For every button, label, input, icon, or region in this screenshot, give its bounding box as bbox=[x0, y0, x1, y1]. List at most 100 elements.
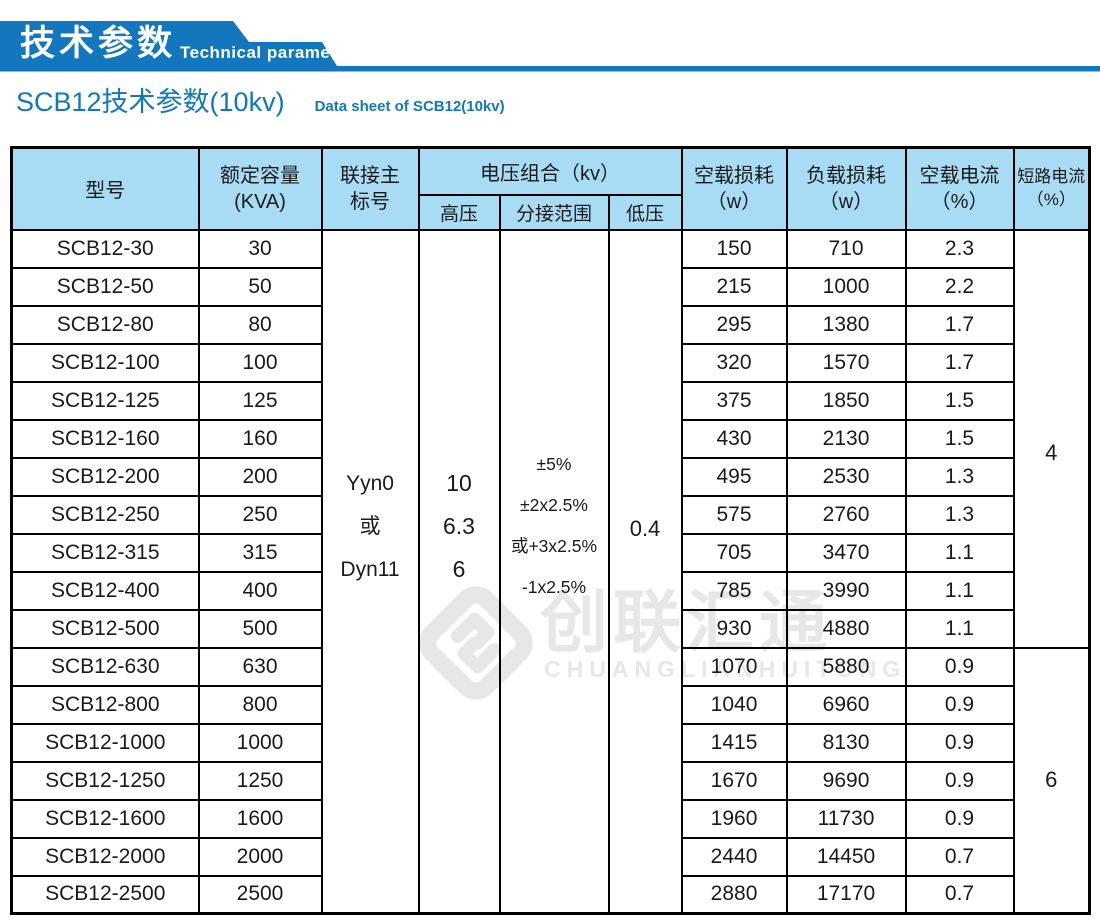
col-header-no-load-current-line1: 空载电流 bbox=[919, 164, 1000, 187]
load-loss-cell: 17170 bbox=[785, 874, 907, 915]
table-row: SCB12-80 80 295 1380 1.7 bbox=[10, 304, 1090, 345]
spec-table: 型号 额定容量 (KVA) 联接主 标号 电压组合（kv） 空载损耗 （w） 负… bbox=[10, 146, 1092, 915]
no-load-current-cell: 1.1 bbox=[904, 608, 1015, 649]
banner-title-cn: 技术参数 bbox=[20, 24, 177, 63]
model-cell: SCB12-315 bbox=[10, 532, 200, 573]
col-header-capacity: 额定容量 (KVA) bbox=[197, 146, 323, 231]
capacity-cell: 1600 bbox=[197, 798, 323, 839]
col-header-no-load-current-line2: （%） bbox=[930, 190, 989, 213]
short-circuit-merged-cell-2: 6 bbox=[1012, 646, 1091, 915]
banner-title-en: Technical parameter bbox=[180, 43, 354, 62]
no-load-current-cell: 0.9 bbox=[904, 760, 1015, 801]
load-loss-cell: 2530 bbox=[785, 456, 907, 497]
model-cell: SCB12-1600 bbox=[10, 798, 200, 839]
connection-line1: Yyn0 bbox=[346, 471, 394, 495]
capacity-cell: 2500 bbox=[197, 874, 323, 915]
col-header-capacity-line2: (KVA) bbox=[234, 190, 286, 213]
short-circuit-merged-cell-1: 4 bbox=[1012, 228, 1091, 649]
header-row-2: 高压 分接范围 低压 bbox=[12, 193, 1090, 231]
no-load-current-cell: 0.9 bbox=[904, 646, 1015, 687]
model-cell: SCB12-50 bbox=[10, 266, 200, 307]
load-loss-cell: 710 bbox=[785, 228, 907, 269]
model-cell: SCB12-100 bbox=[10, 342, 200, 383]
no-load-current-cell: 1.5 bbox=[904, 380, 1015, 421]
header-row-1: 型号 额定容量 (KVA) 联接主 标号 电压组合（kv） 空载损耗 （w） 负… bbox=[10, 146, 1091, 231]
model-cell: SCB12-160 bbox=[10, 418, 200, 459]
no-load-loss-cell: 785 bbox=[680, 570, 788, 611]
no-load-loss-cell: 2440 bbox=[680, 836, 788, 877]
model-cell: SCB12-400 bbox=[10, 570, 200, 611]
table-row: SCB12-800 800 1040 6960 0.9 bbox=[10, 684, 1090, 725]
capacity-cell: 315 bbox=[197, 532, 323, 573]
no-load-current-cell: 1.1 bbox=[904, 570, 1015, 611]
table-row: SCB12-2500 2500 2880 17170 0.7 bbox=[10, 874, 1090, 915]
connection-line3: Dyn11 bbox=[340, 557, 400, 581]
no-load-loss-cell: 375 bbox=[680, 380, 788, 421]
model-cell: SCB12-2000 bbox=[10, 836, 200, 877]
load-loss-cell: 1850 bbox=[785, 380, 907, 421]
table-row: SCB12-630 630 1070 5880 0.9 6 bbox=[10, 646, 1091, 915]
capacity-cell: 160 bbox=[197, 418, 323, 459]
table-row: SCB12-2000 2000 2440 14450 0.7 bbox=[10, 836, 1090, 877]
no-load-current-cell: 0.9 bbox=[904, 722, 1015, 763]
hv-line1: 10 bbox=[446, 469, 472, 496]
no-load-current-cell: 1.5 bbox=[904, 418, 1015, 459]
capacity-cell: 1250 bbox=[197, 760, 323, 801]
col-header-short-circuit-line2: （%） bbox=[1026, 189, 1076, 209]
no-load-loss-cell: 1070 bbox=[680, 646, 788, 687]
load-loss-cell: 2130 bbox=[785, 418, 907, 459]
no-load-current-cell: 1.1 bbox=[904, 532, 1015, 573]
col-header-short-circuit-line1: 短路电流 bbox=[1017, 166, 1086, 186]
load-loss-cell: 6960 bbox=[785, 684, 907, 725]
table-row: SCB12-100 100 320 1570 1.7 bbox=[10, 342, 1090, 383]
capacity-cell: 125 bbox=[197, 380, 323, 421]
table-row: SCB12-400 400 785 3990 1.1 bbox=[10, 570, 1090, 611]
capacity-cell: 2000 bbox=[197, 836, 323, 877]
no-load-loss-cell: 150 bbox=[680, 228, 788, 269]
section-title-cn: SCB12技术参数(10kv) bbox=[16, 87, 285, 117]
table-row: SCB12-1000 1000 1415 8130 0.9 bbox=[10, 722, 1090, 763]
connection-merged-cell: Yyn0 或 Dyn11 bbox=[320, 228, 420, 915]
no-load-current-cell: 1.3 bbox=[904, 494, 1015, 535]
model-cell: SCB12-800 bbox=[10, 684, 200, 725]
model-cell: SCB12-630 bbox=[10, 646, 200, 687]
col-header-short-circuit: 短路电流 （%） bbox=[1012, 146, 1091, 231]
col-header-lv: 低压 bbox=[607, 193, 683, 231]
load-loss-cell: 8130 bbox=[785, 722, 907, 763]
col-header-voltage-combo: 电压组合（kv） bbox=[417, 146, 683, 196]
no-load-current-cell: 0.7 bbox=[904, 836, 1015, 877]
capacity-cell: 30 bbox=[197, 228, 323, 269]
table-row: SCB12-50 50 215 1000 2.2 bbox=[10, 266, 1090, 307]
no-load-current-cell: 1.3 bbox=[904, 456, 1015, 497]
model-cell: SCB12-250 bbox=[10, 494, 200, 535]
no-load-loss-cell: 930 bbox=[680, 608, 788, 649]
table-row: SCB12-500 500 930 4880 1.1 bbox=[10, 608, 1090, 649]
load-loss-cell: 4880 bbox=[785, 608, 907, 649]
lv-merged-cell: 0.4 bbox=[607, 228, 683, 915]
table-row: SCB12-30 30 Yyn0 或 Dyn11 10 6.3 6 bbox=[10, 228, 1091, 915]
load-loss-cell: 1570 bbox=[785, 342, 907, 383]
col-header-capacity-line1: 额定容量 bbox=[220, 164, 300, 187]
col-header-model: 型号 bbox=[10, 146, 200, 231]
col-header-no-load-current: 空载电流 （%） bbox=[904, 146, 1015, 231]
load-loss-cell: 2760 bbox=[785, 494, 907, 535]
no-load-loss-cell: 705 bbox=[680, 532, 788, 573]
no-load-current-cell: 2.3 bbox=[904, 228, 1015, 269]
connection-line2: 或 bbox=[359, 514, 381, 538]
load-loss-cell: 5880 bbox=[785, 646, 907, 687]
lv-value: 0.4 bbox=[629, 516, 661, 542]
no-load-loss-cell: 320 bbox=[680, 342, 788, 383]
model-cell: SCB12-200 bbox=[10, 456, 200, 497]
no-load-loss-cell: 495 bbox=[680, 456, 788, 497]
load-loss-cell: 1380 bbox=[785, 304, 907, 345]
table-row: SCB12-250 250 575 2760 1.3 bbox=[10, 494, 1090, 535]
section-title-en: Data sheet of SCB12(10kv) bbox=[314, 98, 505, 115]
col-header-connection-line2: 标号 bbox=[350, 190, 390, 213]
load-loss-cell: 14450 bbox=[785, 836, 907, 877]
load-loss-cell: 3990 bbox=[785, 570, 907, 611]
no-load-current-cell: 0.9 bbox=[904, 684, 1015, 725]
no-load-loss-cell: 295 bbox=[680, 304, 788, 345]
hv-line2: 6.3 bbox=[443, 512, 475, 539]
section-title: SCB12技术参数(10kv) Data sheet of SCB12(10kv… bbox=[16, 86, 505, 118]
